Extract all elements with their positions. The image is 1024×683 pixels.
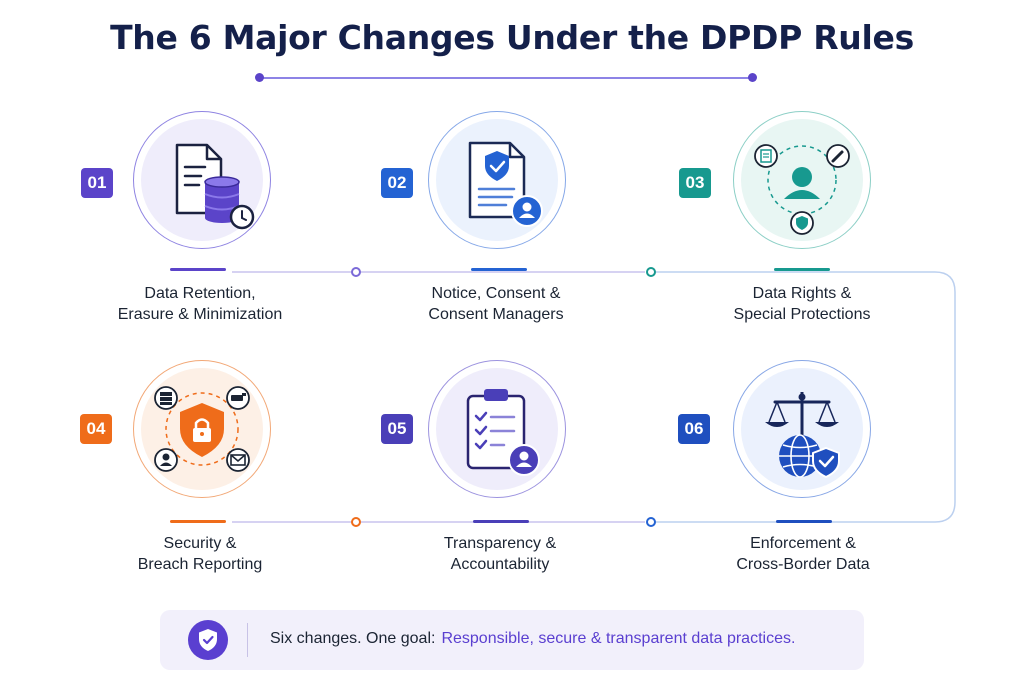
step-underline-02 bbox=[471, 268, 527, 271]
connector-node bbox=[646, 267, 656, 277]
step-icon-ring-03 bbox=[733, 111, 871, 249]
document-database-clock-icon bbox=[175, 143, 255, 230]
user-rights-cycle-icon bbox=[754, 144, 850, 235]
connector-node bbox=[646, 517, 656, 527]
step-underline-03 bbox=[774, 268, 830, 271]
step-underline-05 bbox=[473, 520, 529, 523]
step-underline-04 bbox=[170, 520, 226, 523]
step-label-03: Data Rights & Special Protections bbox=[733, 285, 871, 323]
step-icon-ring-01 bbox=[133, 111, 271, 249]
banner-lead: Six changes. One goal: bbox=[270, 630, 436, 647]
scales-globe-shield-icon bbox=[765, 392, 840, 479]
shield-check-icon bbox=[188, 620, 228, 660]
step-badge-06: 06 bbox=[678, 414, 710, 444]
title-divider bbox=[259, 77, 753, 79]
title-divider-left-dot bbox=[255, 73, 264, 82]
step-badge-01: 01 bbox=[81, 168, 113, 198]
page-title: The 6 Major Changes Under the DPDP Rules bbox=[110, 18, 914, 57]
shield-lock-network-icon bbox=[154, 386, 250, 472]
step-icon-ring-02 bbox=[428, 111, 566, 249]
summary-banner: Six changes. One goal: Responsible, secur… bbox=[160, 610, 864, 670]
step-label-05: Transparency & Accountability bbox=[443, 535, 557, 573]
step-label-04: Security & Breach Reporting bbox=[137, 535, 263, 573]
step-label-06: Enforcement & Cross-Border Data bbox=[736, 535, 870, 573]
step-badge-05: 05 bbox=[381, 414, 413, 444]
step-label-02: Notice, Consent & Consent Managers bbox=[428, 285, 564, 323]
step-icon-ring-06 bbox=[733, 360, 871, 498]
title-divider-right-dot bbox=[748, 73, 757, 82]
connector-node bbox=[351, 517, 361, 527]
banner-divider bbox=[247, 623, 248, 657]
connector-node bbox=[351, 267, 361, 277]
step-underline-01 bbox=[170, 268, 226, 271]
step-badge-03: 03 bbox=[679, 168, 711, 198]
step-badge-04: 04 bbox=[80, 414, 112, 444]
banner-text: Six changes. One goal: Responsible, secur… bbox=[270, 630, 795, 648]
step-label-01: Data Retention, Erasure & Minimization bbox=[117, 285, 283, 323]
step-icon-ring-05 bbox=[428, 360, 566, 498]
step-underline-06 bbox=[776, 520, 832, 523]
step-badge-02: 02 bbox=[381, 168, 413, 198]
clipboard-checklist-user-icon bbox=[466, 389, 540, 476]
step-icon-ring-04 bbox=[133, 360, 271, 498]
document-shield-user-icon bbox=[468, 141, 543, 227]
banner-goal: Responsible, secure & transparent data p… bbox=[441, 630, 796, 647]
